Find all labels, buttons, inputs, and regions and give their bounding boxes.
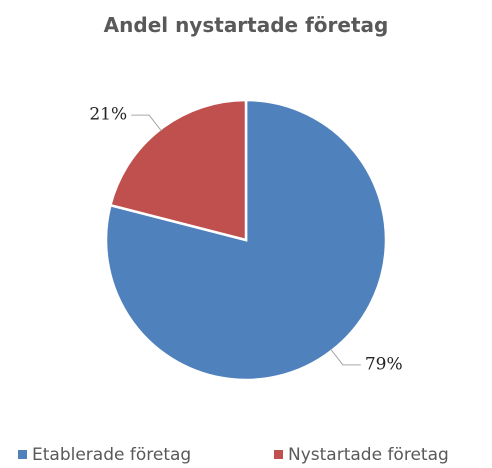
leader-line xyxy=(330,348,361,366)
leader-line xyxy=(131,114,162,132)
legend-swatch xyxy=(18,450,27,459)
chart-title: Andel nystartade företag xyxy=(104,13,389,37)
data-label: 21% xyxy=(89,105,127,125)
legend-swatch xyxy=(274,450,283,459)
legend-label: Etablerade företag xyxy=(32,445,191,465)
legend-label: Nystartade företag xyxy=(288,445,449,465)
data-label: 79% xyxy=(365,354,403,374)
